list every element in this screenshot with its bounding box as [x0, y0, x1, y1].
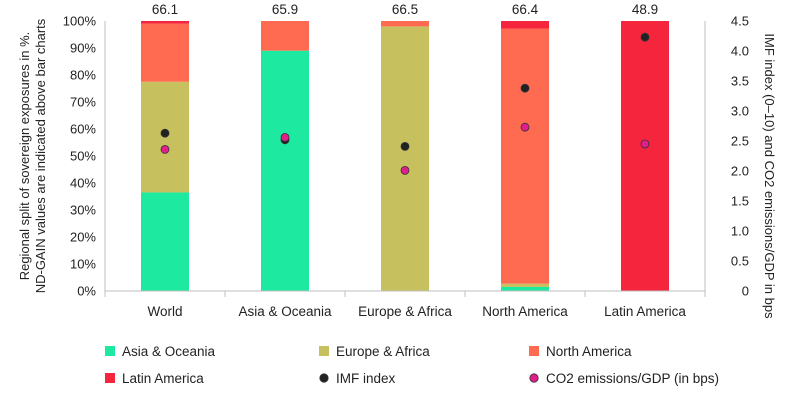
legend-item-imf-index: IMF index	[319, 371, 396, 386]
marker-co2-emissions-gdp-in-bps-latin-america	[640, 139, 650, 149]
legend-item-latin-america: Latin America	[105, 371, 204, 386]
marker-co2-emissions-gdp-in-bps-asia-oceania	[280, 132, 290, 142]
bar-asia-oceania-north-america	[261, 21, 309, 51]
y-left-tick-label: 50%	[70, 149, 96, 164]
bar-europe-africa-europe-africa	[381, 26, 429, 292]
bar-world-latin-america	[141, 21, 189, 24]
labels-layer: 66.1 65.9 66.5 66.4 48.9	[152, 2, 658, 17]
legend-label-imf-index: IMF index	[336, 371, 396, 386]
bar-north-america-asia-oceania	[501, 286, 549, 291]
y-right-tick-label: 2.5	[731, 134, 749, 149]
y-right-tick-label: 2.0	[731, 164, 749, 179]
bar-asia-oceania-asia-oceania	[261, 50, 309, 292]
y-left-tick-label: 40%	[70, 176, 96, 191]
y-left-tick-label: 0%	[77, 284, 96, 299]
markers-layer	[160, 32, 650, 175]
bar-world-asia-oceania	[141, 192, 189, 291]
above-bar-label: 66.4	[512, 2, 539, 17]
legend-swatch-europe-africa	[319, 346, 329, 356]
legend-label-europe-africa: Europe & Africa	[336, 344, 430, 359]
x-category-label: Asia & Oceania	[238, 304, 332, 319]
y-right-tick-label: 1.5	[731, 194, 749, 209]
y-left-axis-title: Regional split of sovereign exposures in…	[17, 18, 48, 293]
legend-swatch-asia-oceania	[105, 346, 115, 356]
marker-imf-index-latin-america	[640, 32, 650, 42]
y-right-tick-label: 1.0	[731, 224, 749, 239]
legend-label-latin-america: Latin America	[122, 371, 204, 386]
bar-europe-africa-north-america	[381, 21, 429, 27]
y-right-tick-label: 3.0	[731, 104, 749, 119]
x-category-label: Latin America	[604, 304, 686, 319]
legend-item-co2-emissions-gdp-in-bps: CO2 emissions/GDP (in bps)	[529, 371, 719, 386]
marker-imf-index-europe-africa	[400, 141, 410, 151]
legend-swatch-latin-america	[105, 373, 115, 383]
y-left-tick-label: 20%	[70, 230, 96, 245]
x-category-label: Europe & Africa	[358, 304, 452, 319]
axes-layer: 0% 10% 20% 30% 40% 50% 60% 70% 80% 90% 100% 0 0.5 1.0…	[17, 14, 777, 320]
legend-item-europe-africa: Europe & Africa	[319, 344, 430, 359]
y-left-axis-title-line: ND-GAIN values are indicated above bar c…	[33, 18, 48, 293]
above-bar-label: 65.9	[272, 2, 298, 17]
bar-world-north-america	[141, 23, 189, 82]
y-right-tick-label: 0	[742, 284, 749, 299]
above-bar-label: 48.9	[632, 2, 658, 17]
y-left-tick-label: 60%	[70, 122, 96, 137]
y-left-tick-label: 80%	[70, 68, 96, 83]
y-left-axis-title-line: Regional split of sovereign exposures in…	[17, 32, 32, 281]
y-right-axis-title: IMF index (0–10) and CO2 emissions/GDP i…	[762, 33, 777, 319]
legend-item-asia-oceania: Asia & Oceania	[105, 344, 216, 359]
bar-latin-america-latin-america	[621, 21, 669, 291]
legend-label-asia-oceania: Asia & Oceania	[122, 344, 216, 359]
legend-label-co2-emissions-gdp-in-bps: CO2 emissions/GDP (in bps)	[546, 371, 719, 386]
y-left-tick-label: 30%	[70, 203, 96, 218]
y-left-tick-label: 100%	[63, 14, 97, 29]
bar-north-america-latin-america	[501, 21, 549, 29]
y-left-tick-label: 90%	[70, 41, 96, 56]
above-bar-label: 66.1	[152, 2, 178, 17]
legend: Asia & Oceania Europe & Africa North Ameri…	[105, 344, 719, 386]
x-category-label: World	[147, 304, 182, 319]
marker-co2-emissions-gdp-in-bps-world	[160, 144, 170, 154]
y-right-tick-label: 4.0	[731, 44, 749, 59]
y-left-tick-label: 70%	[70, 95, 96, 110]
bar-north-america-north-america	[501, 28, 549, 284]
above-bar-label: 66.5	[392, 2, 418, 17]
legend-swatch-north-america	[529, 346, 539, 356]
marker-imf-index-north-america	[520, 83, 530, 93]
x-category-label: North America	[482, 304, 568, 319]
marker-co2-emissions-gdp-in-bps-north-america	[520, 122, 530, 132]
y-right-tick-label: 0.5	[731, 254, 749, 269]
legend-label-north-america: North America	[546, 344, 632, 359]
y-right-tick-label: 4.5	[731, 14, 749, 29]
legend-marker-imf-index	[319, 373, 329, 383]
legend-item-north-america: North America	[529, 344, 632, 359]
marker-co2-emissions-gdp-in-bps-europe-africa	[400, 165, 410, 175]
y-right-tick-label: 3.5	[731, 74, 749, 89]
marker-imf-index-world	[160, 128, 170, 138]
y-left-tick-label: 10%	[70, 257, 96, 272]
legend-marker-co2-emissions-gdp-in-bps	[529, 373, 539, 383]
bars-layer	[141, 21, 669, 292]
bar-north-america-europe-africa	[501, 283, 549, 287]
